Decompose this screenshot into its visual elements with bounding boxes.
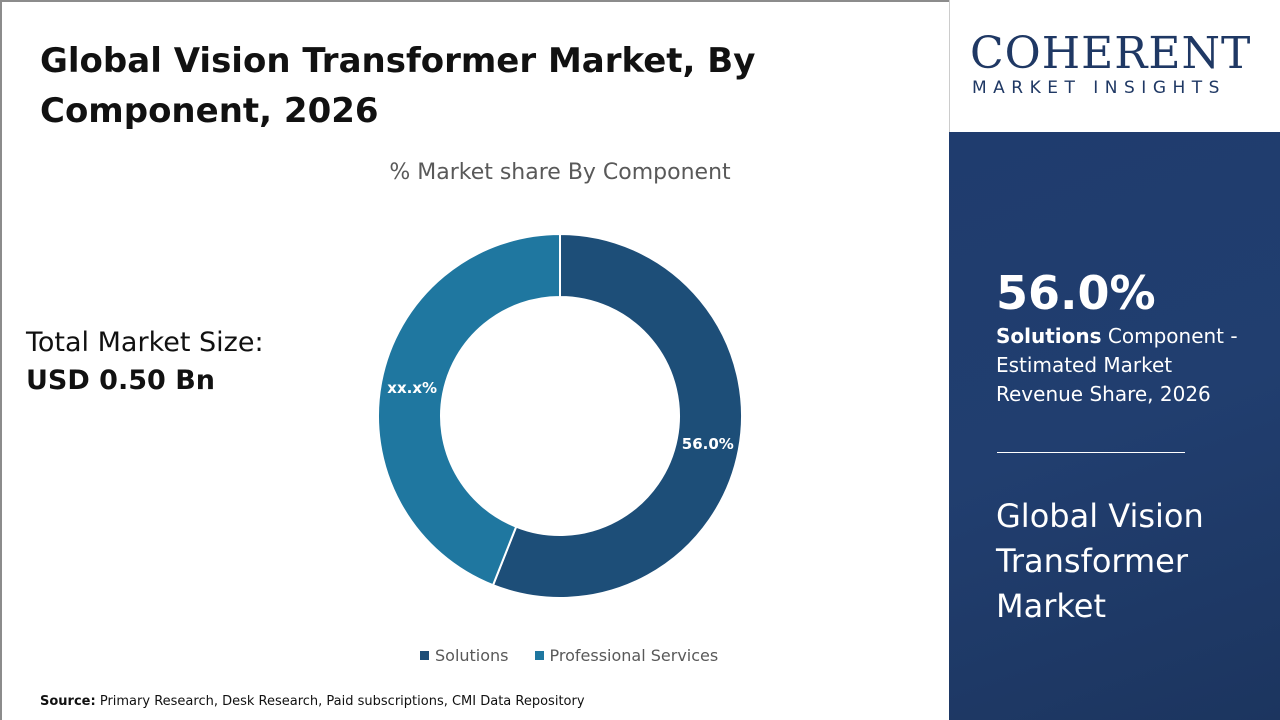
donut-chart: 56.0% xx.x%: [377, 232, 743, 599]
chart-title: % Market share By Component: [389, 160, 731, 185]
legend: Solutions Professional Services: [420, 646, 718, 665]
market-name: Global Vision Transformer Market: [996, 497, 1204, 625]
logo-tagline: MARKET INSIGHTS: [972, 78, 1226, 98]
legend-item-professional-services: Professional Services: [534, 646, 719, 665]
logo: COHERENT MARKET INSIGHTS: [949, 0, 1280, 132]
highlight-segment: Solutions: [996, 324, 1102, 348]
divider: [997, 452, 1185, 453]
highlight-panel: 56.0% Solutions Component - Estimated Ma…: [949, 132, 1280, 720]
highlight-description: Solutions Component - Estimated Market R…: [996, 322, 1256, 409]
total-value: USD 0.50 Bn: [26, 365, 215, 396]
legend-label: Solutions: [435, 646, 509, 665]
donut-slice-professional-services: [377, 232, 561, 587]
side-panel: COHERENT MARKET INSIGHTS 56.0% Solutions…: [949, 0, 1280, 720]
logo-wordmark: COHERENT: [970, 28, 1252, 79]
legend-item-solutions: Solutions: [420, 646, 509, 665]
data-label: 56.0%: [682, 435, 734, 453]
total-label: Total Market Size:: [26, 327, 264, 358]
legend-swatch: [420, 651, 429, 660]
source-note: Source: Primary Research, Desk Research,…: [40, 694, 585, 709]
highlight-percent: 56.0%: [996, 266, 1156, 320]
highlight-desc-text: Component - Estimated Market Revenue Sha…: [996, 324, 1238, 406]
legend-label: Professional Services: [549, 646, 719, 665]
page-title: Global Vision Transformer Market, By Com…: [40, 41, 756, 131]
donut-slice-solutions: [491, 232, 743, 599]
total-market-size: Total Market Size: USD 0.50 Bn: [26, 324, 264, 400]
data-label: xx.x%: [387, 379, 437, 397]
legend-swatch: [534, 651, 544, 660]
source-text: Primary Research, Desk Research, Paid su…: [99, 694, 585, 709]
source-label: Source:: [40, 694, 96, 709]
